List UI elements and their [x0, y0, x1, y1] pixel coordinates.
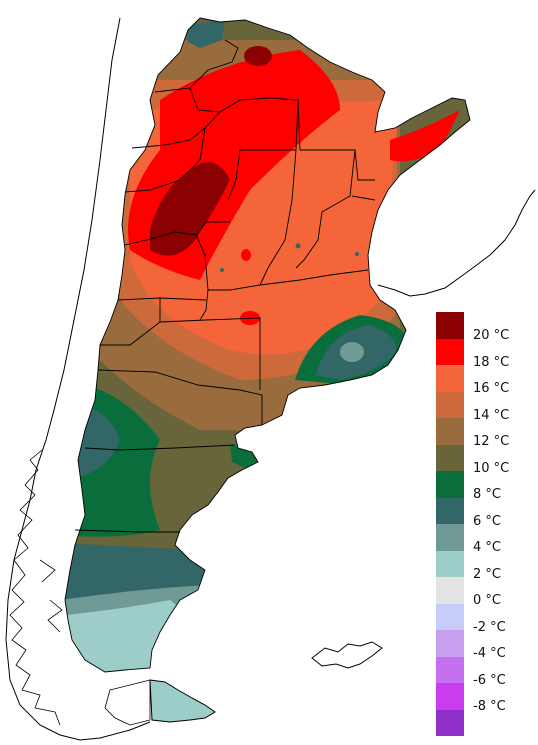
legend-item: -6 °C [436, 656, 536, 687]
legend-item: 4 °C [436, 524, 536, 555]
legend-label: -4 °C [473, 646, 506, 661]
legend-swatch [436, 683, 464, 710]
legend-swatch [436, 444, 464, 471]
legend-item: 10 °C [436, 444, 536, 475]
legend-label: 20 °C [473, 328, 510, 343]
legend-label: 12 °C [473, 434, 510, 449]
legend-swatch [436, 338, 464, 365]
legend-label: 0 °C [473, 593, 501, 608]
legend-item [436, 709, 536, 736]
legend-item: -4 °C [436, 630, 536, 661]
legend-label: -8 °C [473, 699, 506, 714]
legend-label: 16 °C [473, 381, 510, 396]
legend-label: 14 °C [473, 407, 510, 423]
legend-item: -2 °C [436, 603, 536, 634]
legend-item: 0 °C [436, 577, 536, 608]
legend-swatch [436, 524, 464, 551]
legend-swatch [436, 312, 464, 339]
legend-item: 14 °C [436, 391, 536, 422]
legend-swatch [436, 365, 464, 392]
legend-swatch [436, 497, 464, 524]
legend-label: 6 °C [473, 513, 501, 529]
legend-item: 6 °C [436, 497, 536, 528]
legend-item: 16 °C [436, 365, 536, 396]
legend-swatch [436, 418, 464, 445]
water-features [220, 243, 359, 272]
province-borders [64, 17, 471, 673]
legend-label: -6 °C [473, 672, 506, 688]
legend-label: 4 °C [473, 540, 501, 555]
legend-swatch [436, 471, 464, 498]
legend-swatch [436, 550, 464, 577]
chile-fjords [9, 449, 63, 726]
legend-label: -2 °C [473, 619, 506, 635]
legend-swatch [436, 391, 464, 418]
legend-label: 8 °C [473, 487, 501, 502]
legend-item: 12 °C [436, 418, 536, 449]
legend-swatch [436, 577, 464, 604]
legend-label: 10 °C [473, 460, 510, 476]
uruguay-coast [377, 189, 536, 297]
legend-item: -8 °C [436, 683, 536, 714]
legend-swatch [436, 603, 464, 630]
legend-label: 18 °C [473, 354, 510, 370]
malvinas-islands [311, 641, 383, 669]
legend-label: 2 °C [473, 566, 501, 582]
legend-swatch [436, 630, 464, 657]
legend-swatch [436, 656, 464, 683]
legend-item: 18 °C [436, 338, 536, 369]
legend-item: 2 °C [436, 550, 536, 581]
legend-item: 8 °C [436, 471, 536, 502]
tierra-del-fuego-chile [104, 679, 151, 726]
legend-swatch [436, 709, 464, 736]
legend-item: 20 °C [436, 312, 536, 343]
temperature-legend: 20 °C 18 °C 16 °C 14 °C 12 °C 10 °C 8 °C 6 °C 4 … [436, 312, 536, 736]
tierra-del-fuego [149, 679, 216, 723]
